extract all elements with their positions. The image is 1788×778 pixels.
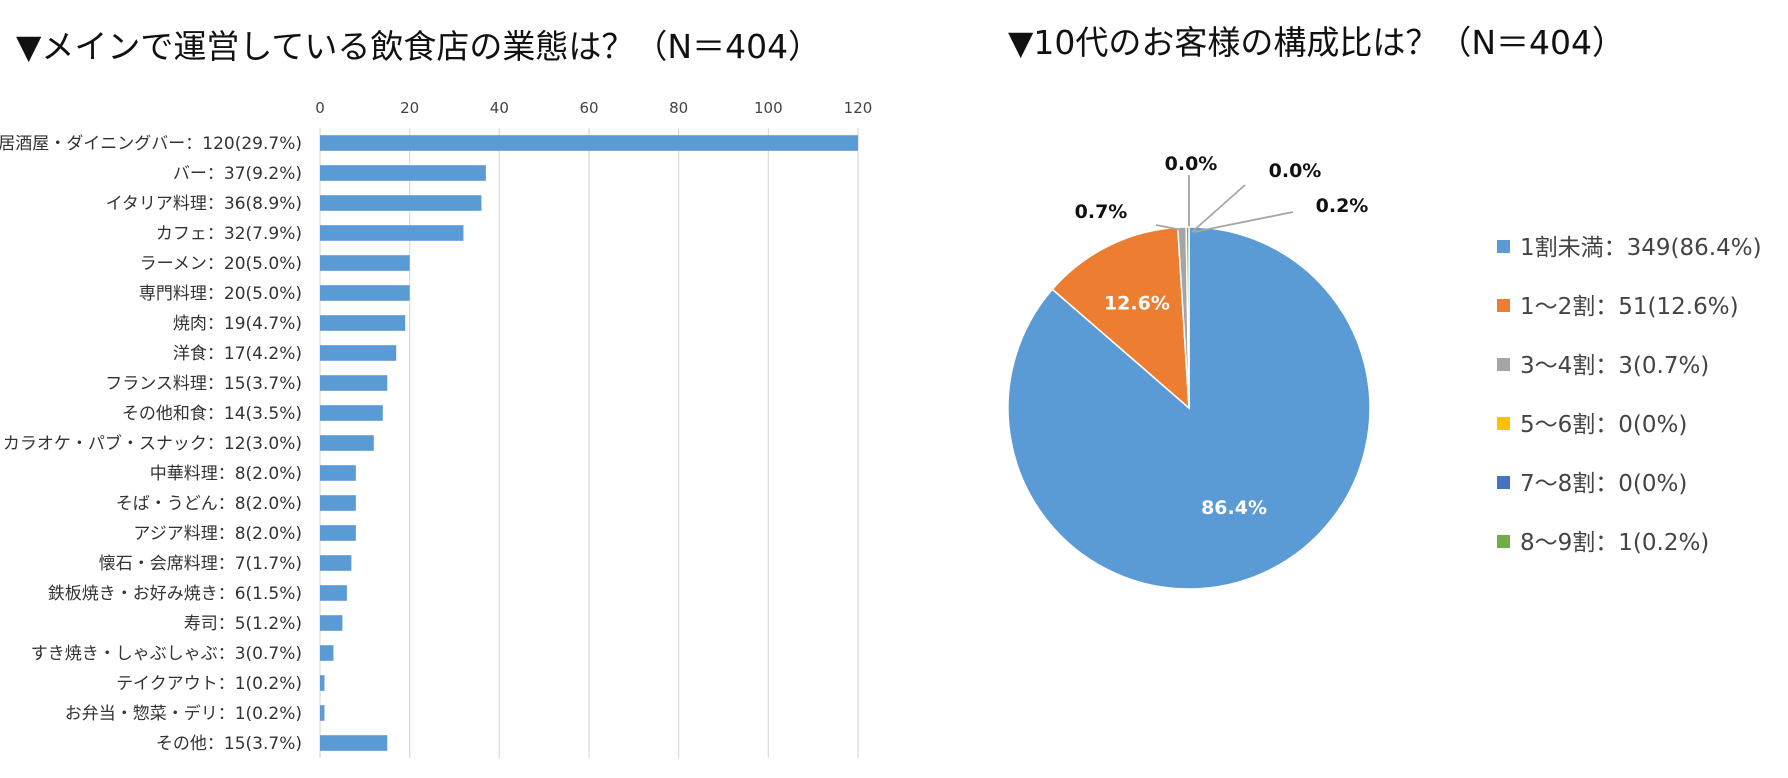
bar (320, 255, 410, 271)
bar (320, 405, 383, 421)
category-label: カフェ：32(7.9%) (156, 224, 302, 244)
x-tick-label: 20 (400, 99, 419, 117)
category-label: すき焼き・しゃぶしゃぶ：3(0.7%) (31, 644, 302, 664)
leader-line (1155, 224, 1183, 231)
bar (320, 735, 388, 751)
legend-item: 5～6割：0(0%) (1497, 405, 1687, 439)
bar (320, 285, 410, 301)
category-label: バー：37(9.2%) (173, 164, 302, 184)
legend-swatch (1497, 417, 1510, 430)
pie-data-label: 86.4% (1201, 497, 1267, 519)
pie-data-label: 12.6% (1104, 293, 1170, 315)
category-label: 居酒屋・ダイニングバー：120(29.7%) (0, 134, 302, 154)
bar (320, 225, 464, 241)
pie-chart: 86.4% 12.6% 0.7% 0.0% 0.0% 0.2% (1007, 153, 1371, 590)
category-label: 寿司：5(1.2%) (184, 614, 302, 634)
category-label: お弁当・惣菜・デリ：1(0.2%) (65, 703, 302, 724)
bar (320, 675, 325, 691)
legend-label: 1～2割：51(12.6%) (1520, 294, 1739, 320)
legend-label: 8～9割：1(0.2%) (1520, 530, 1710, 556)
legend-swatch (1497, 535, 1510, 548)
legend-label: 3～4割：3(0.7%) (1520, 353, 1710, 379)
bar (320, 375, 388, 391)
bar-chart-title: ▼メインで運営している飲食店の業態は？（N＝404） (16, 27, 822, 66)
bar (320, 165, 486, 181)
bar (320, 345, 397, 361)
x-tick-label: 100 (754, 99, 783, 117)
pie-slice (1185, 226, 1190, 409)
legend-swatch (1497, 299, 1510, 312)
bar (320, 645, 334, 661)
category-label: イタリア料理：36(8.9%) (106, 194, 302, 214)
legend-label: 1割未満：349(86.4%) (1520, 235, 1762, 261)
x-tick-label: 80 (669, 99, 688, 117)
pie-data-label: 0.7% (1075, 201, 1128, 223)
legend-item: 7～8割：0(0%) (1497, 464, 1687, 498)
category-label: フランス料理：15(3.7%) (105, 374, 302, 394)
bar (320, 465, 356, 481)
bar (320, 555, 352, 571)
legend-label: 7～8割：0(0%) (1520, 471, 1688, 497)
category-label: 専門料理：20(5.0%) (139, 284, 302, 304)
legend-swatch (1497, 476, 1510, 489)
x-tick-label: 40 (490, 99, 509, 117)
pie-data-label: 0.0% (1269, 160, 1322, 182)
category-label: 焼肉：19(4.7%) (173, 314, 302, 334)
category-label: その他：15(3.7%) (156, 734, 302, 754)
x-tick-label: 0 (315, 99, 325, 117)
bar (320, 435, 374, 451)
category-label: アジア料理：8(2.0%) (133, 524, 302, 544)
legend-item: 8～9割：1(0.2%) (1497, 523, 1709, 557)
category-label: その他和食：14(3.5%) (122, 404, 302, 424)
bar-chart: 0 20 40 60 80 100 120 居酒屋・ダイニングバー：120(29.7%) バー：… (0, 99, 872, 758)
bar (320, 495, 356, 511)
x-tick-label: 120 (844, 99, 873, 117)
category-label: テイクアウト：1(0.2%) (116, 674, 302, 694)
legend-item: 3～4割：3(0.7%) (1497, 346, 1709, 380)
category-label: そば・うどん：8(2.0%) (116, 494, 302, 514)
leader-line (1193, 211, 1294, 233)
x-tick-label: 60 (579, 99, 598, 117)
category-label: 懐石・会席料理：7(1.7%) (99, 554, 302, 574)
category-label: ラーメン：20(5.0%) (140, 254, 302, 274)
pie-data-label: 0.2% (1316, 195, 1369, 217)
bar (320, 615, 343, 631)
legend-item: 1割未満：349(86.4%) (1497, 228, 1762, 262)
bar (320, 705, 325, 721)
leader-line (1191, 184, 1246, 233)
category-label: 鉄板焼き・お好み焼き：6(1.5%) (48, 584, 302, 604)
legend-item: 1～2割：51(12.6%) (1497, 287, 1739, 321)
legend-swatch (1497, 240, 1510, 253)
bar (320, 525, 356, 541)
pie-data-label: 0.0% (1165, 153, 1218, 175)
category-label: カラオケ・パブ・スナック：12(3.0%) (3, 433, 302, 454)
bar (320, 135, 858, 151)
category-label: 中華料理：8(2.0%) (150, 464, 302, 484)
bar (320, 315, 406, 331)
legend-swatch (1497, 358, 1510, 371)
category-label: 洋食：17(4.2%) (173, 344, 302, 364)
legend-label: 5～6割：0(0%) (1520, 412, 1688, 438)
bar (320, 195, 482, 211)
bar (320, 585, 347, 601)
pie-chart-title: ▼10代のお客様の構成比は？（N＝404） (1008, 23, 1626, 62)
